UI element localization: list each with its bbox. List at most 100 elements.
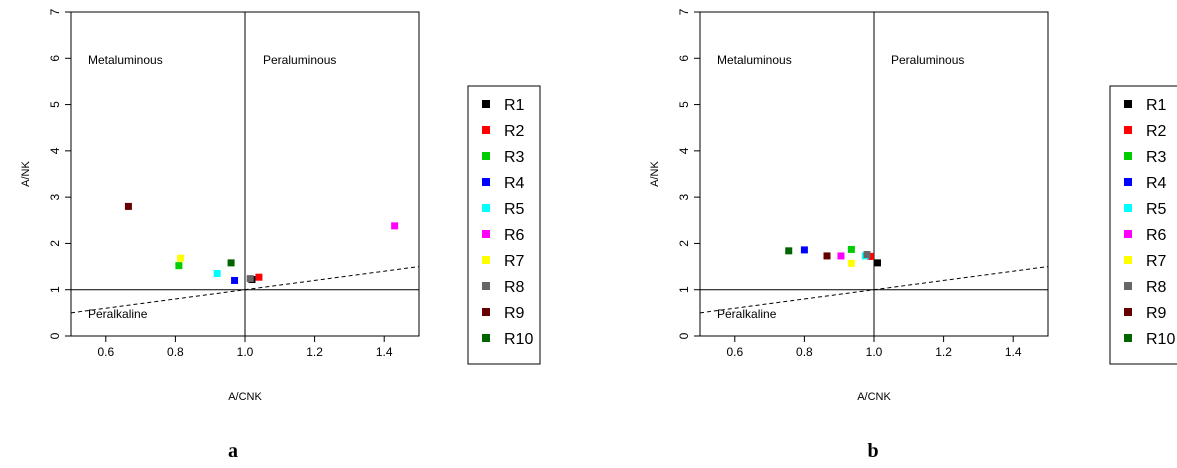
legend-label-r8: R8 — [1146, 279, 1167, 296]
legend-swatch-r3 — [482, 152, 490, 160]
panel-label: b — [867, 440, 878, 462]
legend-label-r5: R5 — [504, 201, 525, 218]
legend-box — [1109, 85, 1177, 365]
legend-label-r3: R3 — [504, 149, 525, 166]
data-point-r7 — [177, 254, 185, 262]
legend-swatch-r10 — [482, 334, 490, 342]
legend-label-r2: R2 — [1146, 123, 1167, 140]
legend-swatch-r7 — [1124, 256, 1132, 264]
legend-swatch-r9 — [482, 308, 490, 316]
y-tick-label: 7 — [677, 8, 691, 15]
dashed-reference-line — [70, 266, 420, 314]
region-label-peralkaline: Peralkaline — [717, 307, 777, 321]
y-tick-label: 0 — [677, 332, 691, 339]
legend-swatch-r2 — [482, 126, 490, 134]
dashed-reference-line — [699, 266, 1049, 314]
legend-label-r3: R3 — [1146, 149, 1167, 166]
legend-swatch-r1 — [482, 100, 490, 108]
y-tick-label: 7 — [48, 8, 62, 15]
data-point-r6 — [391, 222, 399, 230]
legend-swatch-r4 — [482, 178, 490, 186]
chart-panel-a: 0.6 0.8 1.0 1.2 1.4 0 1 2 3 4 5 6 7 A/CNK A/NK Metalumi… — [20, 8, 541, 462]
legend-label-r8: R8 — [504, 279, 525, 296]
legend-label-r9: R9 — [1146, 305, 1167, 322]
x-tick-label: 1.2 — [935, 345, 952, 359]
x-tick-label: 0.8 — [796, 345, 813, 359]
legend-swatch-r7 — [482, 256, 490, 264]
region-label-metaluminous: Metaluminous — [88, 53, 163, 67]
data-point-r6 — [837, 252, 845, 260]
legend-label-r5: R5 — [1146, 201, 1167, 218]
legend-swatch-r8 — [482, 282, 490, 290]
data-point-r10 — [785, 247, 793, 255]
legend: R1 R2 R3 R4 R5 R6 R7 R8 R9 R10 — [467, 85, 541, 365]
legend-label-r1: R1 — [1146, 97, 1167, 114]
x-tick-label: 1.0 — [866, 345, 883, 359]
region-label-peraluminous: Peraluminous — [263, 53, 336, 67]
data-point-r2 — [255, 273, 263, 281]
x-tick-label: 1.4 — [1005, 345, 1022, 359]
data-point-r5 — [213, 270, 221, 278]
x-tick-label: 0.6 — [726, 345, 743, 359]
legend-label-r10: R10 — [1146, 331, 1175, 348]
y-tick-label: 6 — [48, 55, 62, 62]
panel-label: a — [228, 440, 238, 462]
x-tick-label: 0.8 — [167, 345, 184, 359]
data-point-r9 — [124, 202, 132, 210]
y-tick-label: 4 — [677, 147, 691, 154]
legend-swatch-r5 — [1124, 204, 1132, 212]
legend-swatch-r8 — [1124, 282, 1132, 290]
x-tick-label: 1.0 — [237, 345, 254, 359]
x-tick-label: 1.4 — [376, 345, 393, 359]
legend-label-r4: R4 — [1146, 175, 1167, 192]
data-point-r10 — [227, 259, 235, 267]
legend-label-r6: R6 — [504, 227, 525, 244]
y-tick-label: 5 — [48, 101, 62, 108]
x-axis-label: A/CNK — [857, 391, 891, 403]
data-point-r9 — [823, 252, 831, 260]
x-tick-label: 0.6 — [97, 345, 114, 359]
region-label-peraluminous: Peraluminous — [891, 53, 964, 67]
legend-swatch-r6 — [482, 230, 490, 238]
legend-label-r6: R6 — [1146, 227, 1167, 244]
y-tick-label: 0 — [48, 332, 62, 339]
legend-label-r9: R9 — [504, 305, 525, 322]
data-point-r1 — [873, 259, 881, 267]
legend-label-r1: R1 — [504, 97, 525, 114]
legend-swatch-r1 — [1124, 100, 1132, 108]
data-point-r3 — [175, 262, 183, 270]
y-tick-label: 4 — [48, 147, 62, 154]
legend-label-r4: R4 — [504, 175, 525, 192]
y-tick-label: 2 — [677, 240, 691, 247]
legend-box — [467, 85, 541, 365]
y-tick-label: 3 — [677, 193, 691, 200]
legend-swatch-r9 — [1124, 308, 1132, 316]
y-axis-label: A/NK — [649, 161, 661, 187]
legend-swatch-r3 — [1124, 152, 1132, 160]
x-axis-label: A/CNK — [228, 391, 262, 403]
legend-label-r10: R10 — [504, 331, 533, 348]
legend-swatch-r4 — [1124, 178, 1132, 186]
legend-swatch-r5 — [482, 204, 490, 212]
data-point-r8 — [246, 275, 254, 283]
legend-label-r2: R2 — [504, 123, 525, 140]
y-tick-label: 6 — [677, 55, 691, 62]
y-tick-label: 2 — [48, 240, 62, 247]
data-point-r8 — [863, 251, 871, 259]
legend-swatch-r10 — [1124, 334, 1132, 342]
legend-swatch-r2 — [1124, 126, 1132, 134]
data-point-r4 — [800, 246, 808, 254]
region-label-peralkaline: Peralkaline — [88, 307, 148, 321]
data-point-r4 — [231, 276, 239, 284]
y-tick-label: 5 — [677, 101, 691, 108]
y-tick-label: 1 — [48, 286, 62, 293]
y-tick-label: 1 — [677, 286, 691, 293]
legend-label-r7: R7 — [1146, 253, 1167, 270]
legend-swatch-r6 — [1124, 230, 1132, 238]
x-tick-label: 1.2 — [306, 345, 323, 359]
data-point-r3 — [847, 245, 855, 253]
y-tick-label: 3 — [48, 193, 62, 200]
region-label-metaluminous: Metaluminous — [717, 53, 792, 67]
chart-panel-b: 0.6 0.8 1.0 1.2 1.4 0 1 2 3 4 5 6 7 A/CNK A/NK Metalumi… — [649, 8, 1177, 462]
